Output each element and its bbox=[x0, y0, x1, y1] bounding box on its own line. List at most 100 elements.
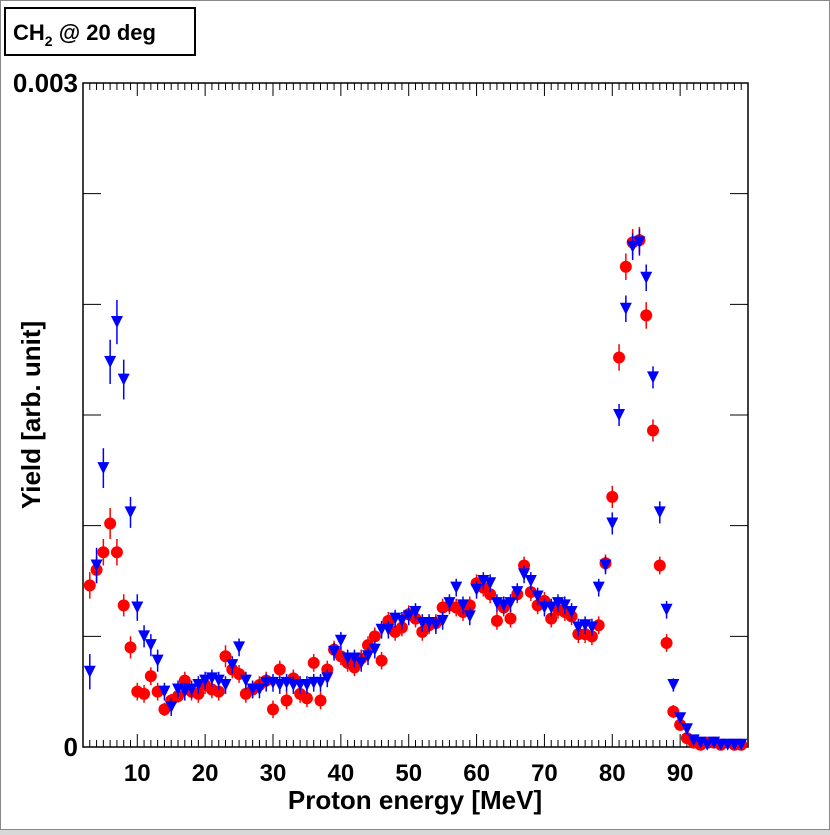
data-point bbox=[592, 581, 605, 594]
data-point bbox=[497, 599, 510, 612]
data-point bbox=[653, 506, 666, 519]
x-tick-label: 90 bbox=[667, 760, 694, 787]
data-point bbox=[599, 559, 612, 572]
data-point bbox=[212, 674, 225, 687]
data-point bbox=[368, 643, 381, 656]
data-point bbox=[518, 568, 531, 581]
data-point bbox=[572, 621, 585, 634]
data-point bbox=[633, 236, 646, 249]
y-axis-label: Yield [arb. unit] bbox=[16, 321, 46, 509]
data-point bbox=[273, 679, 286, 692]
data-point bbox=[110, 546, 123, 559]
data-point bbox=[436, 614, 449, 627]
data-point bbox=[674, 718, 687, 731]
data-point bbox=[151, 654, 164, 667]
data-point bbox=[457, 599, 469, 612]
data-point bbox=[104, 517, 117, 530]
data-point bbox=[97, 546, 110, 559]
chart-title: CH2 @ 20 deg bbox=[13, 20, 156, 49]
data-point bbox=[273, 663, 286, 676]
data-point bbox=[165, 701, 178, 714]
data-point bbox=[226, 659, 239, 672]
data-point bbox=[674, 712, 687, 725]
data-point bbox=[395, 614, 408, 627]
data-point bbox=[314, 676, 327, 689]
data-point bbox=[606, 490, 619, 503]
data-point bbox=[640, 309, 653, 322]
axis-ticks bbox=[83, 82, 748, 748]
data-point bbox=[253, 683, 266, 696]
data-point bbox=[429, 619, 442, 632]
data-point bbox=[280, 694, 293, 707]
data-point bbox=[321, 672, 334, 685]
data-point bbox=[239, 674, 252, 687]
data-point bbox=[613, 409, 626, 421]
data-point bbox=[144, 639, 157, 652]
data-point bbox=[158, 685, 171, 698]
data-point bbox=[613, 351, 626, 364]
data-point bbox=[565, 605, 578, 618]
data-point bbox=[402, 610, 415, 623]
data-point bbox=[558, 599, 571, 612]
data-point bbox=[375, 654, 388, 667]
data-point bbox=[524, 575, 537, 587]
data-point bbox=[626, 240, 639, 253]
data-point bbox=[334, 634, 347, 647]
data-point bbox=[233, 641, 246, 654]
x-axis-label: Proton energy [MeV] bbox=[288, 785, 542, 815]
data-point bbox=[97, 462, 110, 475]
data-point bbox=[355, 656, 368, 669]
data-point bbox=[606, 517, 619, 530]
title-box-frame bbox=[4, 7, 196, 56]
data-point bbox=[300, 692, 313, 705]
data-point bbox=[83, 579, 96, 592]
data-point bbox=[362, 639, 374, 652]
data-point bbox=[300, 679, 313, 692]
data-point bbox=[362, 650, 374, 663]
data-point bbox=[219, 679, 232, 692]
y-tick-label: 0.003 bbox=[13, 68, 78, 98]
x-tick-label: 80 bbox=[599, 760, 626, 787]
data-point bbox=[450, 581, 463, 594]
data-point bbox=[585, 621, 598, 634]
x-tick-label: 40 bbox=[328, 760, 355, 787]
data-point bbox=[328, 645, 341, 658]
data-point bbox=[619, 260, 632, 273]
data-point bbox=[504, 612, 517, 625]
data-point bbox=[144, 670, 157, 683]
data-point bbox=[443, 597, 456, 610]
data-point bbox=[117, 373, 130, 386]
title-box: CH2 @ 20 deg bbox=[4, 7, 196, 56]
data-point bbox=[199, 674, 212, 687]
data-point bbox=[640, 271, 653, 284]
data-point bbox=[178, 685, 191, 698]
data-point bbox=[490, 614, 503, 627]
data-point bbox=[124, 506, 137, 519]
data-point bbox=[117, 599, 130, 612]
data-point bbox=[545, 612, 558, 625]
data-point bbox=[409, 605, 422, 618]
data-point bbox=[701, 738, 714, 751]
x-tick-label: 70 bbox=[531, 760, 558, 787]
data-point bbox=[653, 559, 666, 572]
y-tick-labels: 0 0.003 bbox=[13, 68, 78, 762]
data-point bbox=[463, 610, 476, 623]
data-point bbox=[267, 703, 279, 716]
data-point bbox=[212, 685, 225, 698]
data-point bbox=[307, 656, 320, 669]
data-point bbox=[647, 371, 659, 384]
data-point bbox=[138, 630, 151, 643]
x-tick-labels: 10 20 30 40 50 60 70 80 90 bbox=[124, 760, 694, 787]
data-point bbox=[511, 586, 524, 599]
x-tick-label: 60 bbox=[463, 760, 490, 787]
data-point bbox=[484, 577, 497, 590]
data-point bbox=[348, 652, 361, 665]
data-point bbox=[680, 723, 693, 736]
data-point bbox=[90, 559, 103, 572]
series-blue-triangles bbox=[83, 229, 748, 751]
data-point bbox=[667, 679, 680, 692]
data-point bbox=[470, 583, 483, 596]
title-main: CH bbox=[13, 20, 45, 45]
x-tick-label: 20 bbox=[192, 760, 219, 787]
